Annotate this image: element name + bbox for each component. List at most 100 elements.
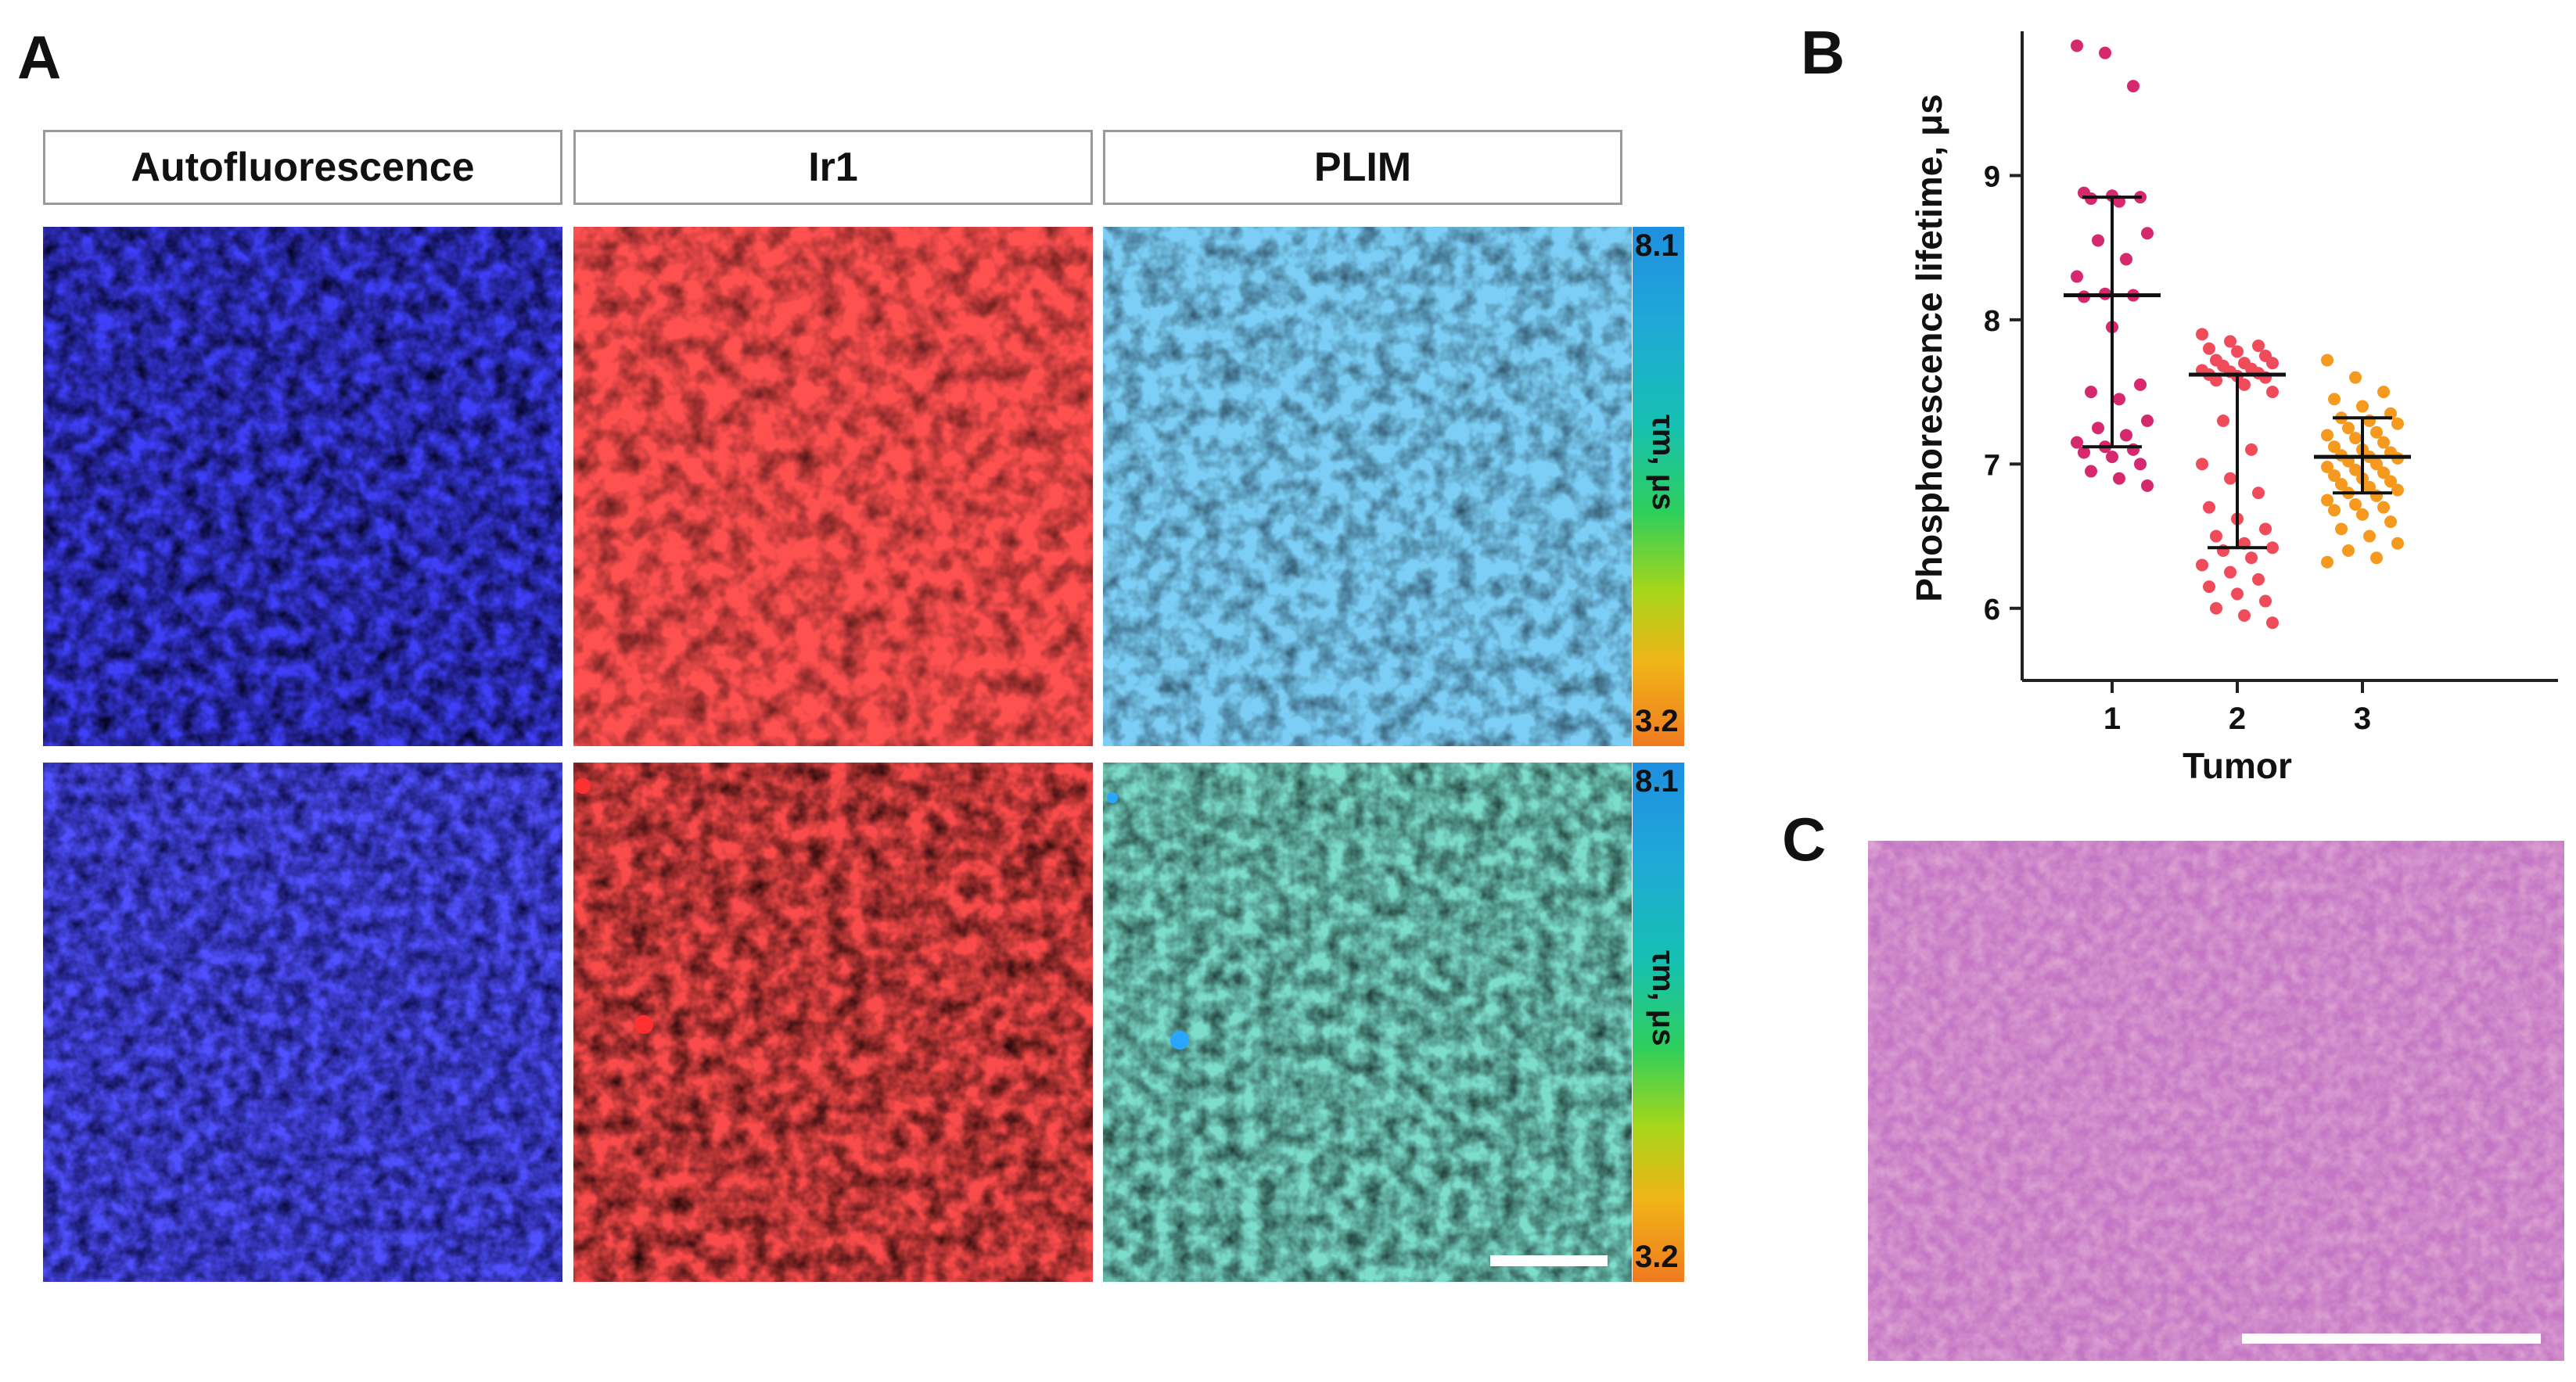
ir1-image-bottom bbox=[573, 763, 1093, 1282]
data-point bbox=[2238, 609, 2251, 622]
data-point bbox=[2224, 565, 2236, 579]
plim-colorbar-bottom bbox=[1633, 763, 1684, 1282]
ir1-header: Ir1 bbox=[573, 130, 1093, 205]
data-point bbox=[2363, 480, 2376, 494]
data-point bbox=[2342, 544, 2355, 557]
data-point bbox=[2078, 446, 2090, 459]
data-point bbox=[2377, 386, 2390, 399]
data-point bbox=[2370, 425, 2383, 439]
data-point bbox=[2328, 393, 2341, 406]
lifetime-scatter-chart: 6 7 8 9 1 2 3 Phosphorescence lifetime, μs Tum… bbox=[1909, 31, 2558, 786]
plim-header: PLIM bbox=[1103, 130, 1622, 205]
y-tick-label: 9 bbox=[1984, 160, 2000, 193]
data-point bbox=[2328, 504, 2341, 517]
data-point bbox=[2384, 515, 2397, 529]
data-point bbox=[2141, 227, 2154, 240]
autofluorescence-image-top bbox=[43, 227, 562, 746]
data-point bbox=[2377, 466, 2390, 479]
panel-a-letter: A bbox=[17, 23, 62, 92]
y-tick-label: 7 bbox=[1984, 449, 2000, 482]
data-point bbox=[2370, 458, 2383, 471]
data-point bbox=[2224, 335, 2236, 348]
data-point bbox=[2335, 478, 2348, 491]
y-tick-label: 6 bbox=[1984, 594, 2000, 626]
data-point bbox=[2231, 587, 2244, 601]
panel-c-letter: C bbox=[1782, 805, 1827, 874]
data-point bbox=[2252, 339, 2265, 353]
data-point bbox=[2141, 415, 2154, 427]
data-point bbox=[2321, 461, 2333, 474]
x-tick-label: 3 bbox=[2354, 702, 2371, 736]
data-point bbox=[2259, 594, 2272, 608]
data-point bbox=[2335, 522, 2348, 536]
data-point bbox=[2141, 479, 2154, 492]
autofluorescence-header: Autofluorescence bbox=[43, 130, 562, 205]
data-point bbox=[2321, 429, 2333, 442]
data-point bbox=[2391, 417, 2404, 430]
y-axis-label: Phosphorescence lifetime, μs bbox=[1909, 94, 1949, 601]
data-point bbox=[2231, 345, 2244, 358]
data-point bbox=[2238, 378, 2251, 391]
colorbar-top-max: 8.1 bbox=[1635, 228, 1679, 263]
data-point bbox=[2321, 555, 2333, 569]
data-point bbox=[2342, 422, 2355, 435]
data-point bbox=[2127, 80, 2139, 93]
data-point bbox=[2085, 465, 2097, 478]
data-point bbox=[2071, 270, 2083, 283]
ir1-image-top bbox=[573, 227, 1093, 746]
he-stain-image bbox=[1868, 841, 2564, 1365]
data-point bbox=[2196, 328, 2208, 341]
data-point bbox=[2210, 374, 2222, 387]
data-point bbox=[2266, 357, 2279, 370]
colorbar-top-axis-label: τm, μs bbox=[1646, 415, 1680, 511]
data-point bbox=[2266, 386, 2279, 399]
data-point bbox=[2252, 573, 2265, 586]
data-point bbox=[2356, 508, 2369, 521]
data-point bbox=[2266, 616, 2279, 630]
data-point bbox=[2092, 422, 2104, 435]
x-axis-label: Tumor bbox=[2183, 745, 2292, 786]
data-point bbox=[2203, 342, 2215, 355]
autofluorescence-image-bottom bbox=[43, 763, 562, 1282]
data-point bbox=[2328, 440, 2341, 454]
data-point bbox=[2099, 46, 2111, 59]
data-point bbox=[2245, 551, 2258, 565]
data-point bbox=[2370, 551, 2383, 565]
plim-colorbar-top bbox=[1633, 227, 1684, 746]
data-point bbox=[2217, 415, 2229, 427]
data-point bbox=[2203, 580, 2215, 594]
data-point bbox=[2203, 501, 2215, 514]
data-point bbox=[2245, 443, 2258, 456]
data-point bbox=[2092, 234, 2104, 247]
panel-b-letter: B bbox=[1801, 18, 1845, 87]
data-point bbox=[2071, 39, 2083, 52]
he-scale-bar bbox=[2242, 1334, 2541, 1344]
data-point bbox=[2196, 458, 2208, 471]
data-point bbox=[2377, 436, 2390, 449]
data-point bbox=[2349, 432, 2362, 445]
data-point bbox=[2384, 475, 2397, 488]
data-point bbox=[2391, 537, 2404, 550]
data-point bbox=[2349, 463, 2362, 476]
data-point bbox=[2349, 371, 2362, 384]
data-point bbox=[2356, 400, 2369, 413]
data-point bbox=[2210, 529, 2222, 543]
data-point bbox=[2259, 522, 2272, 536]
data-point bbox=[2224, 472, 2236, 485]
data-point bbox=[2113, 393, 2125, 406]
colorbar-bottom-min: 3.2 bbox=[1635, 1240, 1679, 1274]
data-point bbox=[2266, 541, 2279, 555]
data-point bbox=[2321, 354, 2333, 367]
x-tick-label: 2 bbox=[2229, 702, 2246, 736]
data-point bbox=[2134, 458, 2147, 471]
colorbar-bottom-max: 8.1 bbox=[1635, 764, 1679, 799]
data-point bbox=[2377, 501, 2390, 514]
data-point bbox=[2196, 558, 2208, 572]
data-point bbox=[2391, 483, 2404, 497]
data-point bbox=[2085, 386, 2097, 399]
data-point bbox=[2120, 253, 2132, 266]
data-point bbox=[2071, 436, 2083, 449]
y-tick-label: 8 bbox=[1984, 305, 2000, 338]
data-point bbox=[2349, 497, 2362, 511]
data-point bbox=[2120, 429, 2132, 442]
